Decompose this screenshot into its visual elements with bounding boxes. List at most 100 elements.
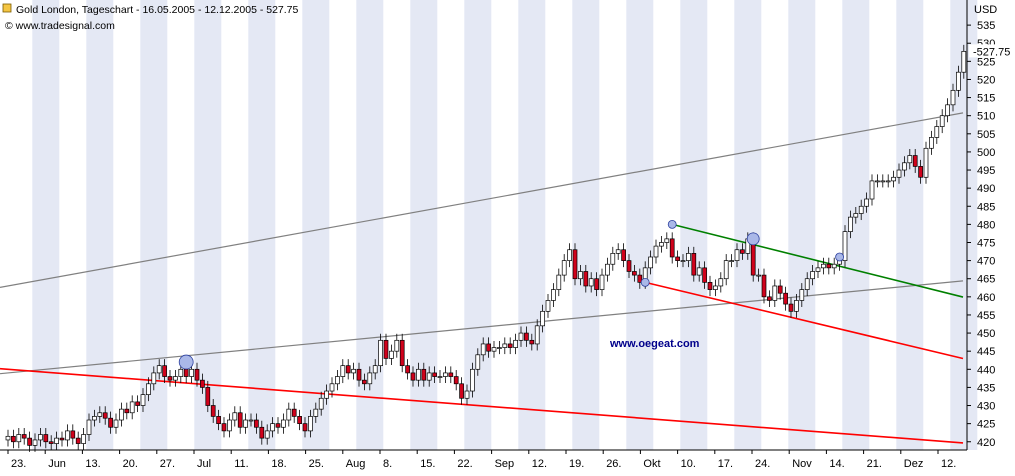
candle-body bbox=[534, 325, 540, 345]
candle-body bbox=[11, 435, 16, 443]
candle-body bbox=[799, 289, 805, 301]
y-tick-label: 435 bbox=[977, 382, 995, 394]
gold-chart-icon bbox=[2, 3, 12, 13]
candle-body bbox=[761, 274, 767, 298]
candle-body bbox=[545, 300, 551, 312]
candle-body bbox=[480, 343, 486, 356]
candle-body bbox=[237, 412, 243, 428]
source-credit: © www.tradesignal.com bbox=[5, 20, 115, 32]
candle-body bbox=[740, 249, 745, 254]
candle-body bbox=[70, 430, 76, 439]
candle-body bbox=[880, 180, 886, 183]
candle-body bbox=[907, 155, 913, 164]
candle-body bbox=[939, 115, 945, 127]
candle-body bbox=[221, 423, 227, 432]
candle-body bbox=[264, 430, 270, 439]
x-tick-label: Jun bbox=[48, 458, 66, 470]
x-tick-label: 20. bbox=[123, 458, 138, 470]
candle-body bbox=[950, 89, 956, 106]
candle-body bbox=[734, 249, 740, 261]
candle-body bbox=[383, 339, 389, 359]
candle-body bbox=[86, 419, 92, 435]
candle-body bbox=[848, 216, 853, 232]
candle-body bbox=[216, 416, 221, 424]
candle-body bbox=[529, 339, 535, 345]
candle-body bbox=[410, 372, 416, 381]
x-tick-label: 19. bbox=[569, 458, 584, 470]
candle-body bbox=[588, 278, 594, 287]
candle-body bbox=[351, 368, 356, 374]
candle-body bbox=[853, 213, 859, 218]
candle-body bbox=[259, 426, 265, 439]
y-tick-label: 480 bbox=[977, 219, 995, 231]
candle-body bbox=[540, 310, 545, 327]
candle-body bbox=[491, 347, 497, 352]
week-band bbox=[248, 0, 276, 450]
candle-body bbox=[815, 267, 821, 272]
x-tick-label: Dez bbox=[904, 458, 924, 470]
candle-body bbox=[318, 397, 324, 410]
candle-body bbox=[459, 383, 464, 399]
y-tick-label: 425 bbox=[977, 419, 995, 431]
pivot-marker bbox=[178, 354, 194, 370]
x-tick-label: 10. bbox=[681, 458, 696, 470]
trendline-red bbox=[645, 281, 964, 360]
candle-body bbox=[270, 423, 275, 432]
candle-body bbox=[227, 419, 232, 432]
candle-body bbox=[556, 274, 562, 290]
x-tick-label: 12. bbox=[941, 458, 956, 470]
candle-body bbox=[826, 263, 832, 269]
x-tick-label: 18. bbox=[271, 458, 286, 470]
candle-body bbox=[54, 437, 59, 444]
axes bbox=[0, 0, 968, 451]
candle-body bbox=[21, 434, 27, 439]
candle-body bbox=[32, 439, 38, 446]
candle-body bbox=[518, 332, 524, 341]
x-tick-label: 24. bbox=[755, 458, 770, 470]
candle-body bbox=[102, 412, 108, 419]
week-band bbox=[680, 0, 708, 450]
candle-body bbox=[286, 408, 292, 421]
candle-body bbox=[777, 285, 783, 294]
x-tick-label: Jul bbox=[197, 458, 211, 470]
candle-body bbox=[248, 419, 254, 422]
week-band bbox=[572, 0, 600, 450]
y-tick-label: 465 bbox=[977, 274, 995, 286]
candle-body bbox=[691, 253, 697, 276]
candle-body bbox=[869, 180, 875, 200]
candle-body bbox=[275, 423, 281, 428]
candle-body bbox=[135, 401, 140, 406]
pivot-markers bbox=[178, 219, 844, 370]
candle-body bbox=[756, 274, 761, 277]
candle-body bbox=[626, 260, 632, 272]
watermark: www.oegeat.com bbox=[609, 338, 700, 350]
candle-body bbox=[707, 281, 713, 290]
y-tick-label: 525 bbox=[977, 56, 995, 68]
candle-body bbox=[524, 332, 529, 341]
candle-body bbox=[675, 256, 680, 261]
candle-body bbox=[302, 423, 308, 432]
candle-body bbox=[38, 434, 43, 441]
last-value-label: -527.75 bbox=[973, 46, 1010, 58]
candle-body bbox=[232, 412, 238, 421]
candle-body bbox=[702, 267, 707, 283]
candle-body bbox=[831, 263, 837, 269]
candle-body bbox=[896, 169, 902, 178]
x-tick-label: 11. bbox=[234, 458, 248, 470]
y-tick-label: 470 bbox=[977, 256, 995, 268]
candle-body bbox=[551, 289, 556, 301]
week-band bbox=[302, 0, 330, 450]
candle-body bbox=[205, 387, 211, 406]
candle-body bbox=[75, 437, 81, 444]
trendlines bbox=[0, 112, 964, 444]
candle-body bbox=[696, 267, 702, 276]
candle-body bbox=[151, 372, 157, 385]
candle-body bbox=[934, 126, 940, 138]
candle-body bbox=[599, 274, 605, 290]
candle-body bbox=[767, 296, 772, 301]
y-tick-label: 495 bbox=[977, 165, 995, 177]
x-tick-label: 12. bbox=[532, 458, 547, 470]
candle-body bbox=[399, 339, 405, 367]
candle-body bbox=[5, 435, 11, 441]
